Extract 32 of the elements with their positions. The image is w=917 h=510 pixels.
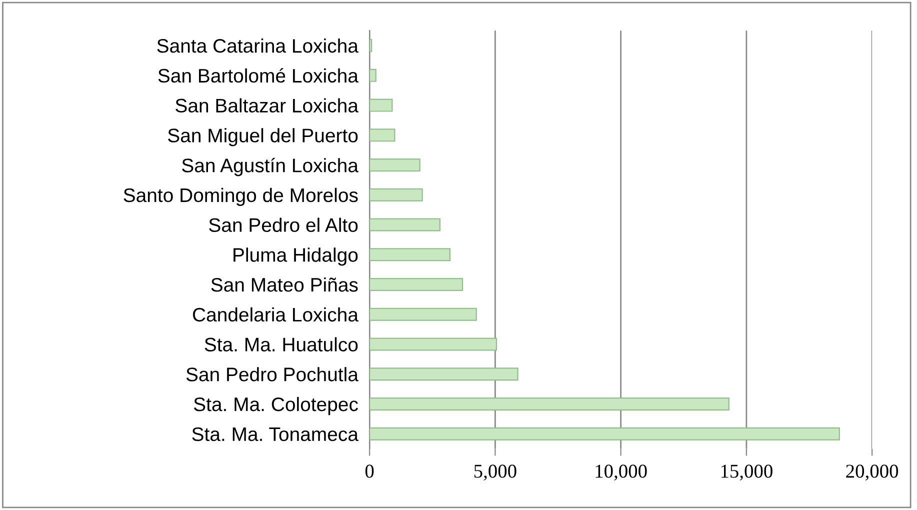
x-tick-label: 20,000 — [846, 464, 898, 481]
y-tick-label: Sta. Ma. Colotepec — [194, 396, 358, 416]
bar — [370, 218, 440, 232]
bar — [370, 98, 393, 112]
bar — [370, 188, 423, 202]
x-tick-label: 10,000 — [596, 464, 647, 481]
bar — [370, 397, 730, 411]
y-tick-label: Sta. Ma. Tonameca — [192, 427, 358, 442]
y-tick-label: Sta. Ma. Huatulco — [204, 337, 358, 352]
y-tick-label: San Miguel del Puerto — [168, 128, 358, 146]
bar — [370, 248, 451, 262]
y-tick-label: Santa Catarina Loxicha — [157, 38, 358, 53]
bar — [370, 278, 464, 292]
x-tick-label: 15,000 — [721, 464, 772, 481]
y-tick-label: San Agustín Loxicha — [182, 158, 358, 176]
y-tick-label: Santo Domingo de Morelos — [124, 188, 358, 206]
bar — [370, 308, 477, 321]
bar — [370, 128, 396, 142]
bar — [370, 158, 420, 172]
bar — [370, 427, 840, 440]
bar — [370, 338, 497, 351]
y-tick-label: Pluma Hidalgo — [234, 248, 358, 266]
y-tick-label: Candelaria Loxicha — [192, 307, 358, 322]
y-tick-label: San Pedro el Alto — [209, 218, 358, 232]
x-tick-label: 0 — [365, 464, 374, 478]
x-tick-label: 5,000 — [474, 464, 516, 481]
bar — [370, 68, 376, 82]
y-tick-label: San Baltazar Loxicha — [176, 98, 358, 113]
y-tick-label: San Bartolomé Loxicha — [158, 68, 358, 83]
bar — [370, 368, 518, 381]
y-tick-label: San Pedro Pochutla — [186, 367, 358, 382]
y-tick-label: San Mateo Piñas — [211, 277, 358, 292]
